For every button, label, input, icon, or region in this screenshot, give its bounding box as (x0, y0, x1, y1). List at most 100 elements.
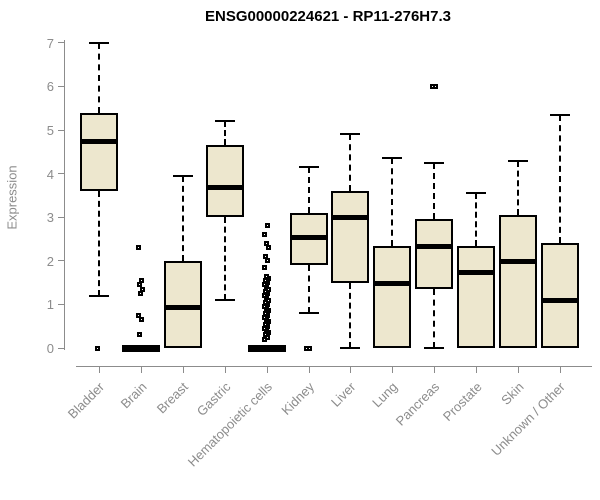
median-prostate (457, 269, 496, 275)
box-bladder (80, 112, 118, 192)
category-label-kidney: Kidney (278, 379, 317, 418)
outlier-point-kidney (307, 345, 312, 351)
category-label-liver: Liver (328, 379, 359, 410)
whisker-lower-gastric (223, 217, 226, 301)
whisker-cap-upper-prostate (466, 192, 487, 195)
box-skin (499, 215, 537, 348)
whisker-cap-upper-lung (382, 157, 403, 160)
whisker-cap-upper-unknown-other (549, 113, 570, 116)
y-tick-mark (58, 347, 64, 349)
median-pancreas (415, 243, 454, 249)
y-tick-label: 2 (46, 253, 54, 269)
category-label-pancreas: Pancreas (393, 379, 443, 429)
whisker-cap-upper-liver (340, 133, 361, 136)
box-brain (121, 345, 160, 352)
y-tick-label: 6 (46, 79, 54, 95)
whisker-cap-upper-bladder (89, 41, 109, 44)
whisker-lower-liver (349, 282, 352, 348)
median-unknown-other (540, 298, 579, 304)
box-gastric (205, 145, 244, 218)
y-tick-label: 5 (46, 123, 54, 138)
x-tick-mark (518, 367, 519, 373)
outlier-point-hematopoietic-cells (264, 273, 270, 279)
whisker-cap-lower-gastric (214, 299, 235, 302)
x-tick-mark (266, 367, 268, 373)
x-tick-mark (224, 367, 226, 373)
outlier-point-brain (137, 332, 143, 338)
whisker-cap-lower-liver (340, 347, 361, 349)
whisker-lower-bladder (98, 191, 100, 296)
median-skin (499, 258, 537, 264)
median-lung (373, 280, 412, 286)
whisker-cap-upper-pancreas (424, 161, 445, 164)
y-tick-mark (58, 42, 64, 44)
x-tick-mark (559, 367, 561, 373)
y-tick-label: 1 (46, 297, 54, 313)
box-breast (163, 260, 202, 348)
box-lung (373, 245, 412, 348)
median-breast (163, 304, 202, 310)
x-axis (76, 366, 592, 367)
category-label-lung: Lung (369, 379, 401, 411)
category-label-brain: Brain (117, 379, 150, 412)
whisker-upper-bladder (98, 42, 100, 113)
whisker-cap-upper-skin (508, 159, 528, 162)
box-prostate (457, 245, 496, 348)
category-label-skin: Skin (497, 379, 527, 408)
outlier-point-brain (139, 317, 145, 323)
x-tick-mark (476, 367, 478, 373)
chart-title: ENSG00000224621 - RP11-276H7.3 (204, 8, 451, 25)
y-tick-label: 4 (46, 166, 54, 182)
x-tick-mark (140, 367, 142, 373)
box-unknown-other (540, 243, 579, 348)
category-label-breast: Breast (153, 379, 192, 417)
box-pancreas (415, 219, 454, 290)
outlier-point-brain (139, 277, 145, 283)
y-axis-label: Expression (4, 165, 20, 230)
box-liver (331, 191, 370, 283)
outlier-point-hematopoietic-cells (262, 264, 268, 270)
outlier-point-hematopoietic-cells (262, 232, 268, 238)
whisker-upper-pancreas (433, 162, 436, 220)
x-tick-mark (182, 367, 184, 373)
whisker-cap-lower-pancreas (424, 347, 445, 349)
y-tick-mark (58, 173, 64, 175)
x-tick-mark (434, 367, 436, 373)
outlier-point-bladder (94, 345, 100, 351)
outlier-point-pancreas (432, 83, 438, 89)
y-tick-mark (58, 129, 64, 131)
y-tick-mark (58, 216, 64, 218)
y-tick-label: 7 (46, 35, 54, 51)
median-kidney (289, 234, 328, 240)
x-tick-mark (99, 367, 100, 373)
whisker-cap-upper-kidney (298, 166, 319, 169)
whisker-upper-lung (391, 158, 394, 246)
outlier-point-brain (138, 291, 144, 296)
outlier-point-hematopoietic-cells (266, 245, 272, 251)
x-tick-mark (392, 367, 394, 373)
outlier-point-hematopoietic-cells (265, 223, 271, 229)
y-tick-mark (58, 303, 64, 305)
whisker-cap-upper-gastric (214, 120, 235, 123)
whisker-upper-liver (349, 134, 352, 192)
whisker-upper-skin (517, 160, 519, 216)
whisker-lower-kidney (307, 265, 310, 314)
whisker-cap-upper-breast (172, 174, 193, 177)
y-tick-label: 0 (46, 341, 54, 356)
outlier-point-hematopoietic-cells (263, 253, 269, 259)
whisker-cap-lower-bladder (89, 294, 109, 297)
whisker-upper-kidney (307, 167, 310, 213)
y-tick-mark (58, 260, 64, 262)
x-tick-mark (308, 367, 310, 373)
x-tick-mark (350, 367, 352, 373)
y-axis (64, 40, 65, 350)
median-gastric (205, 184, 244, 190)
outlier-point-hematopoietic-cells (264, 240, 270, 246)
outlier-point-brain (140, 286, 146, 292)
category-label-prostate: Prostate (439, 379, 485, 425)
outlier-point-brain (136, 245, 142, 251)
median-liver (331, 215, 370, 221)
y-tick-mark (58, 85, 64, 87)
category-label-bladder: Bladder (65, 379, 108, 422)
